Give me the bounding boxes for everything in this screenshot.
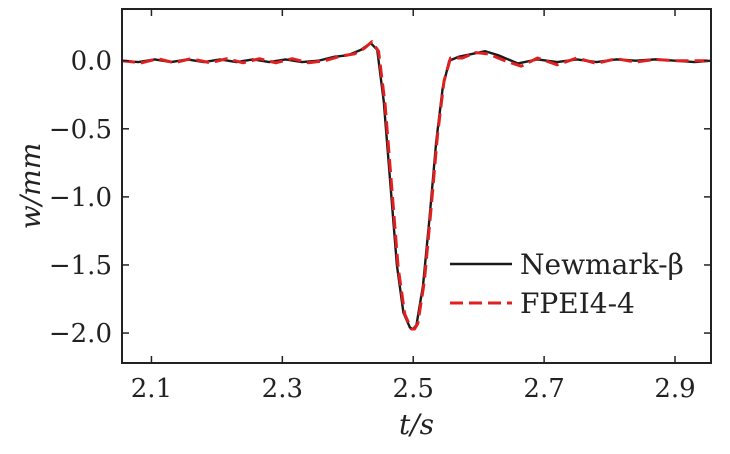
x-tick-label: 2.7 [523,374,564,404]
y-axis-label: w/mm [14,143,47,230]
series-line-fpei [121,40,711,331]
y-tick-label: −1.5 [49,251,112,281]
x-tick-label: 2.9 [654,374,695,404]
plot-frame [121,8,712,364]
y-tick-label: −0.5 [49,115,112,145]
legend-label-newmark: Newmark-β [520,248,684,281]
series-layer [121,40,712,331]
legend-label-fpei: FPEI4-4 [520,287,635,320]
x-tick-label: 2.5 [393,374,434,404]
tick-layer: 2.1 2.3 2.5 2.7 2.9 0.0 −0.5 −1.0 −1.5 −2.0 [49,9,711,404]
x-tick-label: 2.3 [262,374,303,404]
x-tick-label: 2.1 [131,374,172,404]
legend: Newmark-β FPEI4-4 [450,248,684,320]
y-tick-label: −2.0 [49,319,112,349]
x-axis-label: t/s [399,408,434,441]
y-tick-label: 0.0 [71,47,112,77]
y-tick-label: −1.0 [49,183,112,213]
